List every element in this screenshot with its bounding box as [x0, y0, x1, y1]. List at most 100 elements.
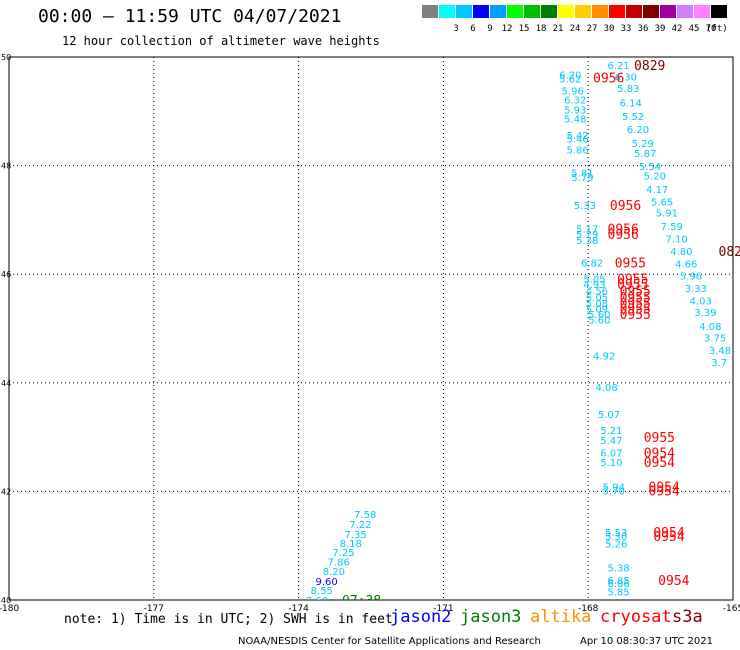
legend-swatch [694, 5, 710, 18]
pass-time-label: 0955 [620, 308, 651, 323]
legend-swatch [558, 5, 574, 18]
wave-height-label: 5.91 [656, 208, 678, 219]
wave-height-label: 5.07 [598, 410, 620, 421]
pass-time-label: 07:38 [342, 594, 381, 609]
legend-tick-label: 15 [518, 24, 530, 34]
wave-height-label: 5.85 [608, 587, 630, 598]
legend-swatch [592, 5, 608, 18]
label-layer: 6.216.205.62 6.305.835.966.32 6.145.935.52… [306, 59, 740, 609]
wave-height-label: 3.75 [704, 334, 726, 345]
wave-height-label: 5.26 [605, 540, 627, 551]
pass-time-label: 0956 [608, 223, 639, 238]
page-title: 00:00 – 11:59 UTC 04/07/2021 [38, 6, 342, 27]
wave-height-label: 4.93 [583, 280, 605, 291]
legend-unit: (ft) [706, 24, 728, 34]
wave-height-label: 5.05 [586, 293, 608, 304]
pass-time-label: 0955 [620, 297, 651, 312]
wave-height-label: 4.80 [670, 247, 692, 258]
lat-tick-label: 40 [1, 596, 11, 605]
wave-height-label: 4.08 [699, 322, 721, 333]
pass-time-label: 0955 [617, 273, 648, 288]
legend-swatch [490, 5, 506, 18]
wave-height-label: 9.60 [315, 577, 337, 588]
wave-height-label: 5.29 [632, 139, 654, 150]
wave-height-label: 7.22 [349, 520, 371, 531]
credit-line: NOAA/NESDIS Center for Satellite Applica… [238, 636, 541, 647]
wave-height-label: 4.56 [586, 286, 608, 297]
wave-height-label: 8.18 [340, 539, 362, 550]
legend-jason3: jason3 [460, 607, 522, 627]
wave-height-label: 7.58 [354, 510, 376, 521]
wave-height-label: 5.08 [586, 299, 608, 310]
legend-tick-label: 36 [637, 24, 649, 34]
lon-tick-label: -177 [144, 604, 164, 614]
wave-height-label: 3.7 [711, 358, 727, 369]
pass-time-label: 0954 [644, 446, 675, 461]
pass-time-label: 0954 [649, 484, 680, 499]
wave-height-label: 6.20 [559, 70, 581, 81]
wave-height-label: 5.93 [564, 106, 586, 117]
wave-height-label: 5.30 [605, 532, 627, 543]
wave-height-label: 6.14 [620, 99, 642, 110]
legend-swatch [456, 5, 472, 18]
wave-height-label: 5.38 [576, 236, 598, 247]
wave-height-label: 6.20 [627, 125, 649, 136]
page-subtitle: 12 hour collection of altimeter wave hei… [62, 34, 380, 48]
wave-height-label: 5.52 [622, 112, 644, 123]
legend-altika: altika [530, 607, 592, 627]
pass-time-label: 0954 [644, 456, 675, 471]
wave-height-label: 7.86 [328, 557, 350, 568]
wave-height-label: 6.85 [608, 576, 630, 587]
pass-time-label: 0956 [608, 228, 639, 243]
wave-height-label: 6.21 [608, 61, 630, 72]
lon-tick-label: -165 [723, 604, 740, 614]
legend-swatch [422, 5, 438, 18]
legend-tick-label: 27 [586, 24, 598, 34]
wave-height-label: 3.33 [685, 284, 707, 295]
wave-height-label: 5.87 [634, 149, 656, 160]
map-frame [8, 56, 734, 601]
wave-height-label: 5.42 [566, 131, 588, 142]
wave-height-label: 6.82 [581, 258, 603, 269]
wave-height-label: 4.66 [675, 259, 697, 270]
wave-height-label: 5.96 [680, 271, 702, 282]
pass-time-label: 0954 [653, 526, 684, 541]
wave-height-label: 4.92 [593, 352, 615, 363]
legend-tick-label: 45 [688, 24, 700, 34]
wave-height-label: 5.60 [588, 315, 610, 326]
wave-height-label: 6.07 [600, 448, 622, 459]
pass-time-label: 0955 [620, 284, 651, 299]
wave-height-label: 5.48 [564, 114, 586, 125]
legend-s3a: s3a [672, 607, 703, 627]
wave-height-label: 7.60 [306, 596, 328, 607]
wave-height-label: 5.60 [588, 310, 610, 321]
wave-height-label: 4.17 [646, 185, 668, 196]
legend-swatch [677, 5, 693, 18]
legend-cryosat: cryosat [600, 607, 672, 627]
legend-tick-label: 33 [620, 24, 632, 34]
wave-height-label: 5.05 [583, 275, 605, 286]
lat-tick-label: 50 [1, 53, 11, 62]
pass-time-label: 0955 [620, 302, 651, 317]
wave-height-label: 7.25 [332, 548, 354, 559]
legend-tick-label: 6 [470, 24, 476, 34]
pass-time-label: 0954 [658, 574, 689, 589]
pass-time-label: 0829 [634, 59, 665, 74]
wave-height-label: 3.48 [709, 346, 731, 357]
legend-tick-label: 42 [671, 24, 683, 34]
legend-tick-label: 39 [654, 24, 666, 34]
legend-tick-label: 24 [569, 24, 581, 34]
pass-time-label: 0954 [653, 530, 684, 545]
legend-tick-label: 9 [487, 24, 493, 34]
wave-height-label: 5.09 [586, 304, 608, 315]
legend-tick-label: 18 [535, 24, 547, 34]
pass-time-label: 0955 [644, 431, 675, 446]
lon-tick-label: -174 [288, 604, 309, 614]
wave-height-label: 5.53 [605, 528, 627, 539]
wave-height-label: 5.54 [639, 162, 661, 173]
lat-tick-label: 44 [1, 379, 11, 388]
pass-time-label: 0955 [620, 291, 651, 306]
wave-height-label: 5.17 [576, 225, 598, 236]
legend-swatch [711, 5, 727, 18]
